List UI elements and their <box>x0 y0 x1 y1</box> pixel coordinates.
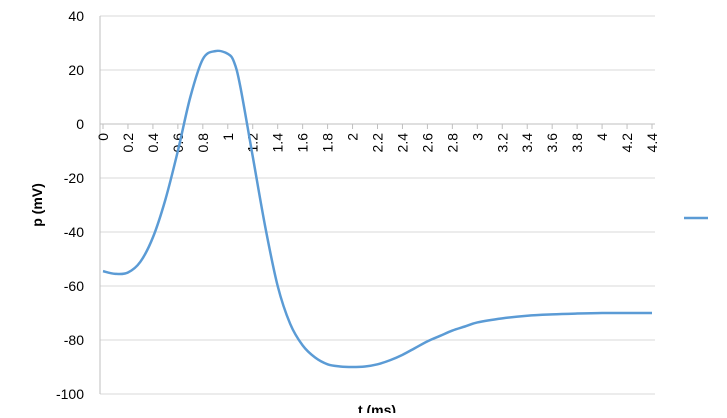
x-tick-label: 1 <box>220 133 236 141</box>
x-tick-label: 0 <box>95 133 111 141</box>
x-tick-label: 3.4 <box>519 133 535 153</box>
x-tick-label: 4.4 <box>644 133 660 153</box>
y-tick-label: 0 <box>76 116 84 132</box>
gridlines <box>100 15 655 395</box>
x-tick-label: 2.8 <box>444 133 460 153</box>
x-tick-labels: 0 0.2 0.4 0.6 0.8 1 1.2 1.4 1.6 1.8 2 2.2 2.4 2.6 2.8 3… <box>95 133 660 153</box>
x-axis-title: t (ms) <box>358 402 396 413</box>
x-tick-label: 1.4 <box>270 133 286 153</box>
x-tick-label: 3.8 <box>569 133 585 153</box>
x-tick-label: 0.8 <box>195 133 211 153</box>
y-tick-label: -80 <box>64 332 84 348</box>
y-axis-title: p (mV) <box>29 183 45 227</box>
y-tick-label: -60 <box>64 278 84 294</box>
y-tick-labels: 40 20 0 -20 -40 -60 -80 -100 <box>56 8 84 402</box>
x-tick-label: 0.4 <box>145 133 161 153</box>
x-tick-label: 3 <box>469 133 485 141</box>
x-tick-label: 4.2 <box>619 133 635 153</box>
x-tick-label: 1.8 <box>320 133 336 153</box>
axes <box>99 16 655 394</box>
series-line <box>102 49 652 369</box>
x-tick-label: 1.6 <box>295 133 311 153</box>
x-tick-label: 2 <box>345 133 361 141</box>
y-tick-label: 20 <box>68 62 84 78</box>
y-tick-label: -20 <box>64 170 84 186</box>
x-tick-label: 3.2 <box>494 133 510 153</box>
x-tick-label: 2.6 <box>419 133 435 153</box>
x-tick-label: 2.2 <box>370 133 386 153</box>
x-tick-label: 3.6 <box>544 133 560 153</box>
x-tick-label: 4 <box>594 133 610 141</box>
x-tick-label: 2.4 <box>394 133 410 153</box>
x-tick-label: 0.2 <box>120 133 136 153</box>
series <box>102 49 652 369</box>
y-tick-label: -100 <box>56 386 84 402</box>
y-tick-label: 40 <box>68 8 84 24</box>
y-tick-label: -40 <box>64 224 84 240</box>
